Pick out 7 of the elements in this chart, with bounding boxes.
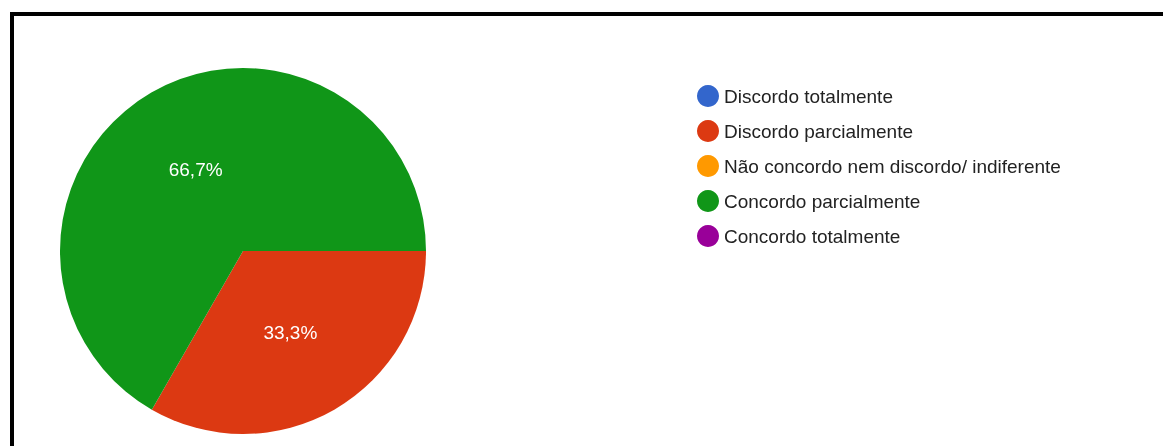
legend-label: Discordo parcialmente — [724, 120, 914, 142]
data-label: 66,7% — [168, 158, 223, 180]
legend-label: Concordo parcialmente — [724, 190, 921, 212]
legend-label: Discordo totalmente — [724, 85, 893, 107]
legend-label: Concordo totalmente — [724, 225, 901, 247]
data-label: 33,3% — [263, 322, 318, 344]
legend-label: Não concordo nem discordo/ indiferente — [724, 155, 1061, 177]
